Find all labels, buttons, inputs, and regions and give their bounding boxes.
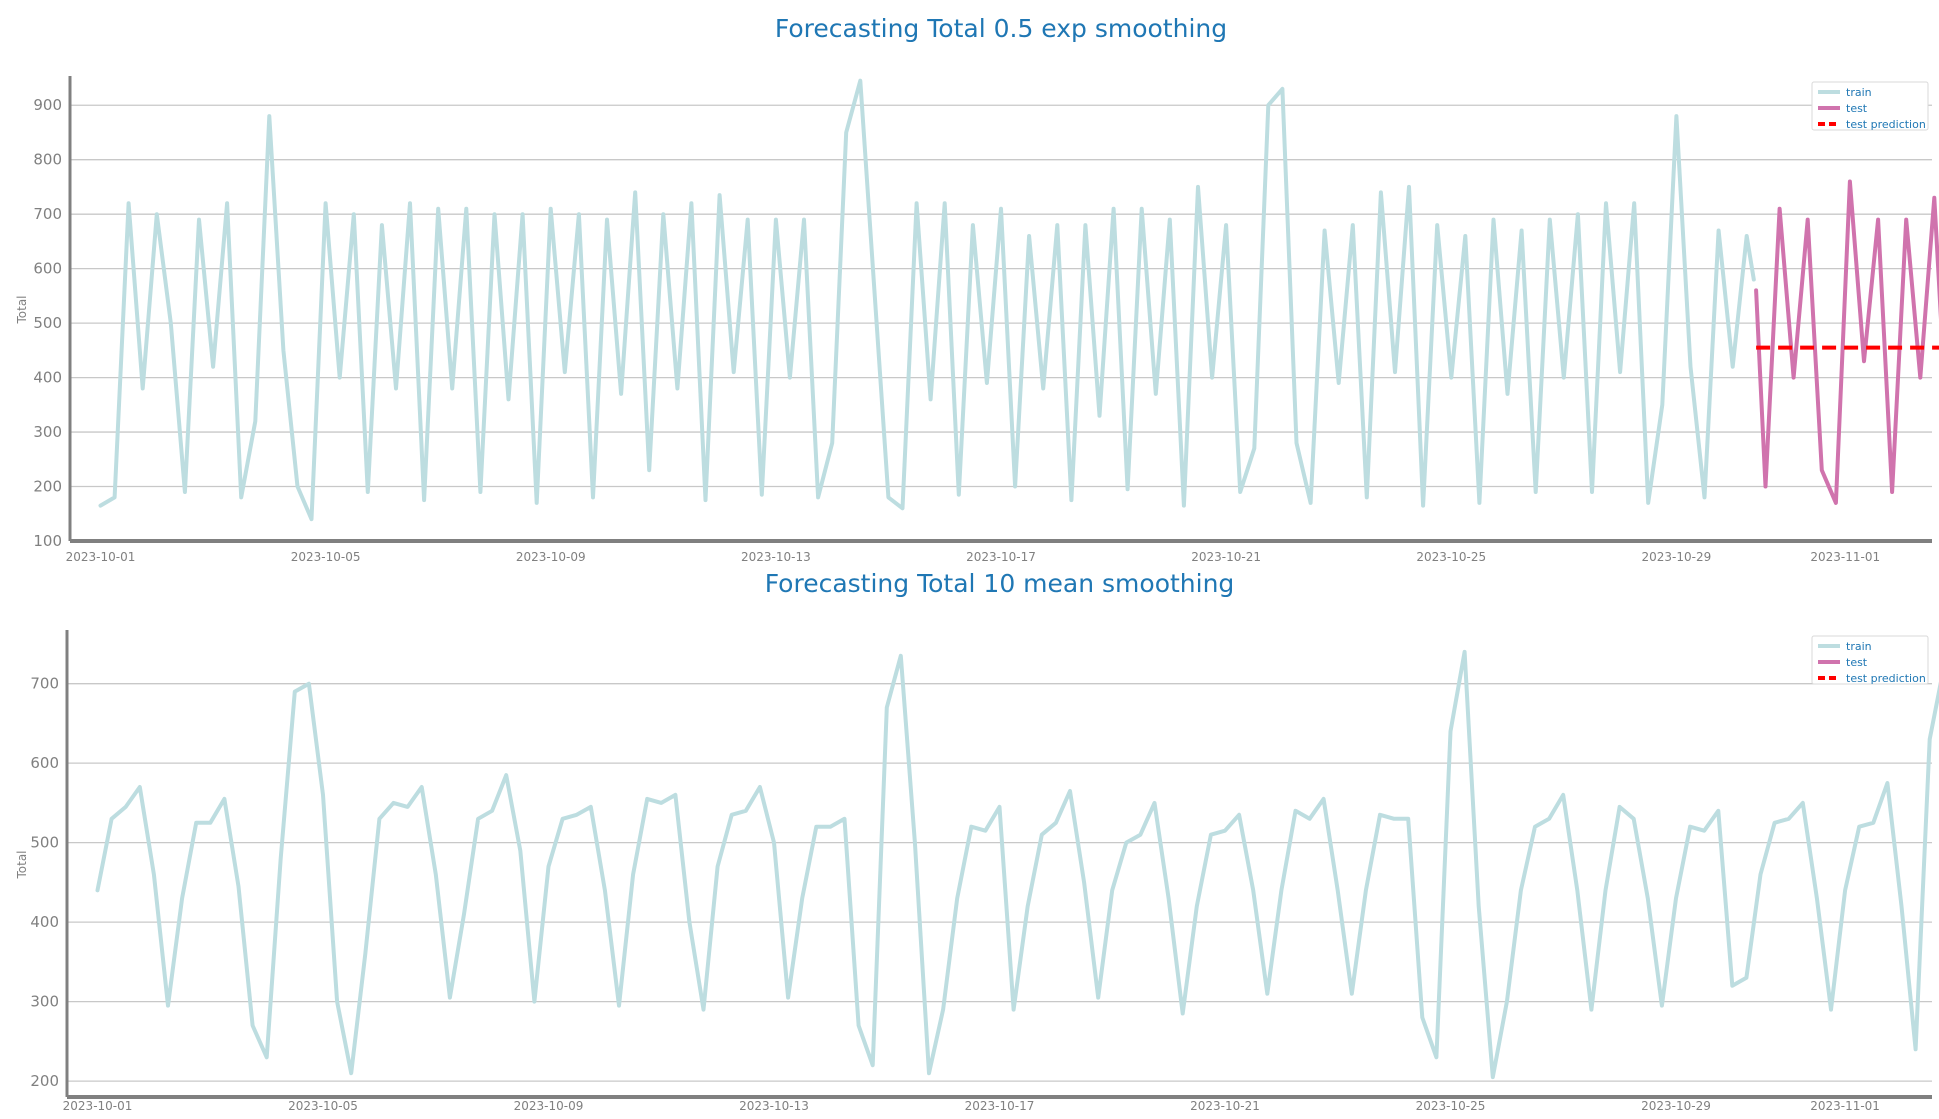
y-tick-label: 200 [30, 1072, 59, 1090]
x-tick-label: 2023-11-01 [1810, 550, 1880, 564]
x-tick-label: 2023-10-09 [516, 550, 586, 564]
x-tick-label: 2023-10-29 [1642, 550, 1712, 564]
series-train-line [101, 81, 1754, 520]
y-tick-label: 700 [30, 675, 59, 693]
y-tick-label: 500 [30, 834, 59, 852]
legend-entry: test [1846, 656, 1868, 669]
y-tick-label: 100 [33, 532, 62, 550]
y-tick-label: 300 [33, 423, 62, 441]
x-tick-label: 2023-10-09 [514, 1099, 584, 1113]
chart-exp-smoothing: Forecasting Total 0.5 exp smoothing 100 20… [15, 14, 1939, 564]
x-tick-label: 2023-10-25 [1416, 550, 1486, 564]
y-tick-label: 600 [30, 754, 59, 772]
x-tick-label: 2023-10-29 [1641, 1099, 1711, 1113]
x-tick-label: 2023-10-05 [291, 550, 361, 564]
y-axis-label: Total [15, 850, 29, 879]
y-tick-label: 900 [33, 96, 62, 114]
x-tick-label: 2023-10-13 [739, 1099, 809, 1113]
series-test-line [1756, 182, 1939, 503]
chart-mean-smoothing: Forecasting Total 10 mean smoothing 200 30… [15, 569, 1939, 1113]
series-train-line [98, 652, 1939, 1077]
x-tick-label: 2023-10-13 [741, 550, 811, 564]
x-tick-label: 2023-10-21 [1190, 1099, 1260, 1113]
legend-entry: train [1846, 86, 1872, 99]
x-tick-label: 2023-10-05 [288, 1099, 358, 1113]
x-tick-label: 2023-10-25 [1416, 1099, 1486, 1113]
legend-entry: test prediction [1846, 672, 1926, 685]
x-tick-label: 2023-10-17 [966, 550, 1036, 564]
chart-title: Forecasting Total 10 mean smoothing [765, 569, 1235, 598]
y-tick-label: 400 [30, 913, 59, 931]
y-tick-label: 600 [33, 260, 62, 278]
y-axis-label: Total [15, 295, 29, 324]
legend: train test test prediction [1812, 636, 1928, 685]
x-tick-label: 2023-11-01 [1810, 1099, 1880, 1113]
y-tick-label: 800 [33, 151, 62, 169]
chart-title: Forecasting Total 0.5 exp smoothing [775, 14, 1227, 43]
y-tick-label: 700 [33, 205, 62, 223]
x-tick-label: 2023-10-01 [66, 550, 136, 564]
x-tick-label: 2023-10-21 [1191, 550, 1261, 564]
x-tick-label: 2023-10-17 [965, 1099, 1035, 1113]
legend-entry: train [1846, 640, 1872, 653]
legend-entry: test prediction [1846, 118, 1926, 131]
legend-entry: test [1846, 102, 1868, 115]
x-tick-label: 2023-10-01 [63, 1099, 133, 1113]
y-tick-label: 500 [33, 314, 62, 332]
y-tick-label: 200 [33, 478, 62, 496]
legend: train test test prediction [1812, 82, 1928, 131]
y-tick-label: 400 [33, 369, 62, 387]
y-tick-label: 300 [30, 993, 59, 1011]
